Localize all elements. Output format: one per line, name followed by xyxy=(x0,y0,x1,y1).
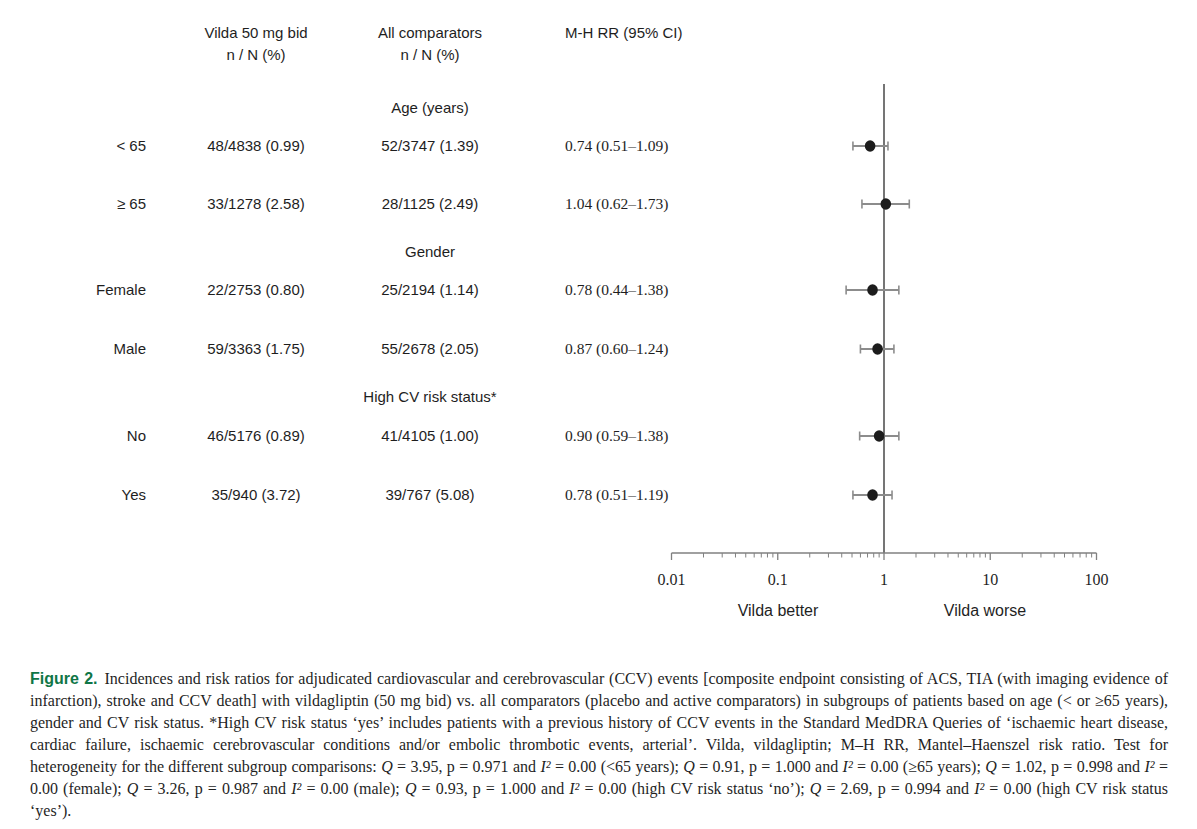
caption-text-segment: = 0.00 (<65 years); xyxy=(551,758,684,775)
caption-text-segment: = 0.93, p = 1.000 and xyxy=(416,780,569,797)
caption-text-segment: Q xyxy=(810,780,822,797)
caption-text-segment: Q xyxy=(127,780,139,797)
x-axis-tick-label: 0.1 xyxy=(768,571,788,588)
point-estimate-marker xyxy=(874,430,885,442)
caption-text-segment: Q xyxy=(985,758,997,775)
caption-text-segment: = 0.00 (≥65 years); xyxy=(853,758,986,775)
x-axis-tick-label: 10 xyxy=(982,571,998,588)
caption-text-segment: I² xyxy=(974,780,984,797)
axis-label-vilda-worse: Vilda worse xyxy=(944,602,1027,619)
x-axis-tick-label: 0.01 xyxy=(658,571,686,588)
x-axis-tick-label: 1 xyxy=(880,571,888,588)
point-estimate-marker xyxy=(881,198,892,210)
point-estimate-marker xyxy=(867,284,878,296)
caption-text-segment: = 0.00 (male); xyxy=(301,780,405,797)
caption-text-segment: I² xyxy=(540,758,550,775)
caption-text-segment: I² xyxy=(843,758,853,775)
caption-text-segment: = 0.91, p = 1.000 and xyxy=(695,758,843,775)
caption-text-segment: Q xyxy=(381,758,393,775)
figure-caption: Figure 2.Incidences and risk ratios for … xyxy=(30,668,1168,822)
point-estimate-marker xyxy=(865,140,876,152)
caption-text-segment: = 3.95, p = 0.971 and xyxy=(393,758,541,775)
axis-label-vilda-better: Vilda better xyxy=(738,602,819,619)
caption-text-segment: = 0.00 (high CV risk status ‘no’); xyxy=(579,780,809,797)
caption-text-segment: = 2.69, p = 0.994 and xyxy=(821,780,974,797)
caption-text-segment: I² xyxy=(1144,758,1154,775)
caption-text-segment: I² xyxy=(291,780,301,797)
point-estimate-marker xyxy=(867,489,878,501)
figure-label: Figure 2. xyxy=(30,670,98,687)
caption-text-segment: = 3.26, p = 0.987 and xyxy=(138,780,291,797)
point-estimate-marker xyxy=(872,343,883,355)
figure-2-forest-plot: Vilda 50 mg bid n / N (%) All comparator… xyxy=(0,0,1197,829)
caption-text-segment: Q xyxy=(683,758,695,775)
caption-text-segment: Q xyxy=(405,780,417,797)
x-axis-tick-label: 100 xyxy=(1085,571,1109,588)
caption-text-segment: I² xyxy=(569,780,579,797)
caption-text-segment: = 1.02, p = 0.998 and xyxy=(997,758,1145,775)
